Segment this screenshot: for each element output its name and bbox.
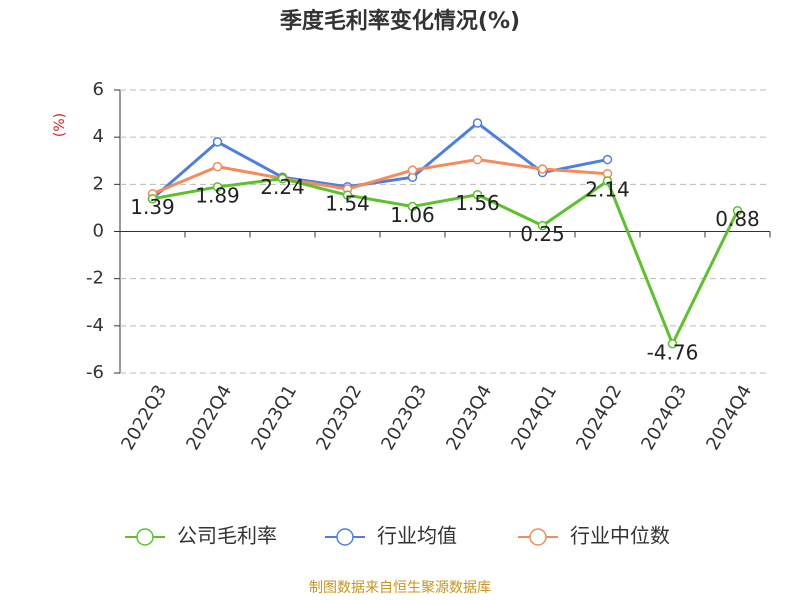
data-label: 1.06 <box>390 203 435 227</box>
legend-marker <box>529 528 547 546</box>
y-axis-label: (%) <box>52 113 68 137</box>
y-tick-label: 2 <box>93 173 104 194</box>
point <box>277 173 288 184</box>
x-tick-label: 2023Q3 <box>377 382 431 454</box>
y-tick-label: 0 <box>93 221 104 242</box>
y-tick-label: -4 <box>86 315 104 336</box>
data-label: 1.56 <box>455 191 500 215</box>
x-tick-label: 2022Q4 <box>182 382 236 454</box>
x-tick-label: 2024Q1 <box>507 382 561 454</box>
point <box>407 165 418 175</box>
x-tick-label: 2022Q3 <box>117 382 171 454</box>
point <box>407 201 418 212</box>
point <box>212 161 223 172</box>
point <box>212 182 223 192</box>
legend-marker <box>336 528 354 546</box>
chart-title: 季度毛利率变化情况(%) <box>280 8 520 34</box>
series-line <box>152 177 739 348</box>
source-note: 制图数据来自恒生聚源数据库 <box>309 580 491 596</box>
point <box>472 118 483 128</box>
legend-label: 行业中位数 <box>570 524 670 548</box>
legend-marker <box>136 528 154 546</box>
point <box>537 164 548 174</box>
point <box>602 154 613 165</box>
series-line <box>151 158 608 196</box>
x-tick-label: 2023Q1 <box>247 382 301 454</box>
y-tick-label: 4 <box>93 126 104 147</box>
point <box>602 176 613 186</box>
point <box>212 137 223 147</box>
x-tick-label: 2024Q4 <box>702 382 756 454</box>
point <box>667 339 678 349</box>
point <box>342 190 353 200</box>
x-tick-label: 2024Q3 <box>637 382 691 454</box>
x-tick-label: 2023Q2 <box>312 382 366 454</box>
legend-label: 行业均值 <box>377 524 457 548</box>
data-label: 1.39 <box>130 195 175 219</box>
series-line <box>151 121 608 200</box>
data-label: 1.54 <box>325 192 370 216</box>
data-label: 2.24 <box>260 175 305 199</box>
data-label: -4.76 <box>647 340 699 364</box>
legend-label: 公司毛利率 <box>177 524 277 548</box>
data-label: 1.89 <box>195 183 240 207</box>
x-tick-label: 2023Q4 <box>442 382 496 454</box>
data-label: 0.88 <box>715 207 760 231</box>
x-tick-label: 2024Q2 <box>572 382 626 454</box>
y-tick-label: -6 <box>86 362 104 383</box>
data-label: 2.14 <box>585 178 630 202</box>
point <box>472 154 483 165</box>
data-label: 0.25 <box>520 222 565 246</box>
point <box>537 220 548 231</box>
y-tick-label: -2 <box>86 268 104 289</box>
point <box>732 205 743 216</box>
point <box>147 193 158 204</box>
y-tick-label: 6 <box>93 79 104 100</box>
point <box>472 189 483 200</box>
